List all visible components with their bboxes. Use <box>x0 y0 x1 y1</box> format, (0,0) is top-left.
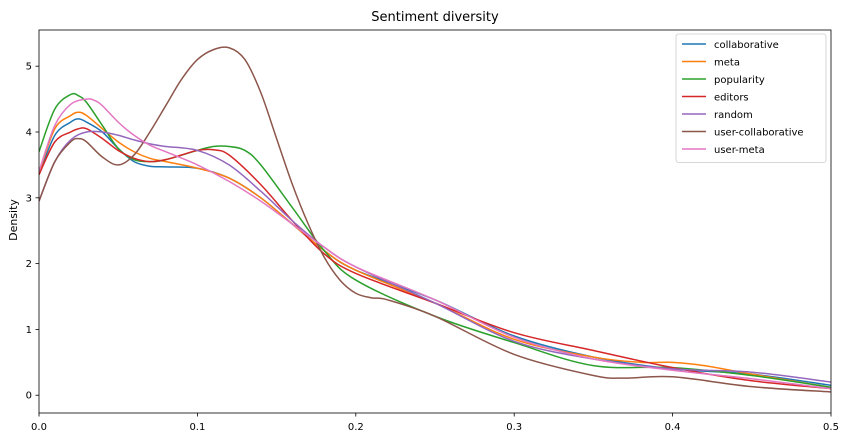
legend-box <box>675 33 827 163</box>
series-line-popularity <box>39 92 831 389</box>
x-tick-label: 0.0 <box>31 422 47 433</box>
y-tick-label: 5 <box>26 62 32 73</box>
series-line-user-meta <box>39 98 831 390</box>
legend-label-popularity: popularity <box>714 75 765 86</box>
series-line-editors <box>39 127 831 390</box>
legend-label-random: random <box>714 110 753 121</box>
y-tick-label: 2 <box>26 259 32 270</box>
y-tick-label: 3 <box>26 193 32 204</box>
legend-label-user-meta: user-meta <box>714 145 765 156</box>
legend-label-user-collaborative: user-collaborative <box>714 128 804 139</box>
y-tick-label: 4 <box>26 128 32 139</box>
series-line-meta <box>39 111 831 389</box>
x-tick-label: 0.2 <box>348 422 364 433</box>
series-line-user-collaborative <box>39 46 831 393</box>
legend-label-meta: meta <box>714 58 740 69</box>
series-layer <box>39 46 831 393</box>
axes-layer: 0.0 0.1 0.2 0.3 0.4 0.5 0 1 2 3 4 5 <box>26 29 839 433</box>
series-line-random <box>39 130 831 383</box>
legend-label-editors: editors <box>714 93 749 104</box>
x-tick-label: 0.1 <box>189 422 205 433</box>
chart-title: Sentiment diversity <box>371 10 499 25</box>
y-tick-label: 0 <box>26 391 32 402</box>
plot-frame <box>38 29 832 414</box>
x-tick-label: 0.3 <box>506 422 522 433</box>
x-tick-label: 0.4 <box>665 422 681 433</box>
y-tick-label: 1 <box>26 325 32 336</box>
legend: collaborative meta popularity editors random… <box>675 33 827 163</box>
legend-label-collaborative: collaborative <box>714 40 779 51</box>
y-axis-label: Density <box>7 199 20 241</box>
x-tick-label: 0.5 <box>823 422 839 433</box>
